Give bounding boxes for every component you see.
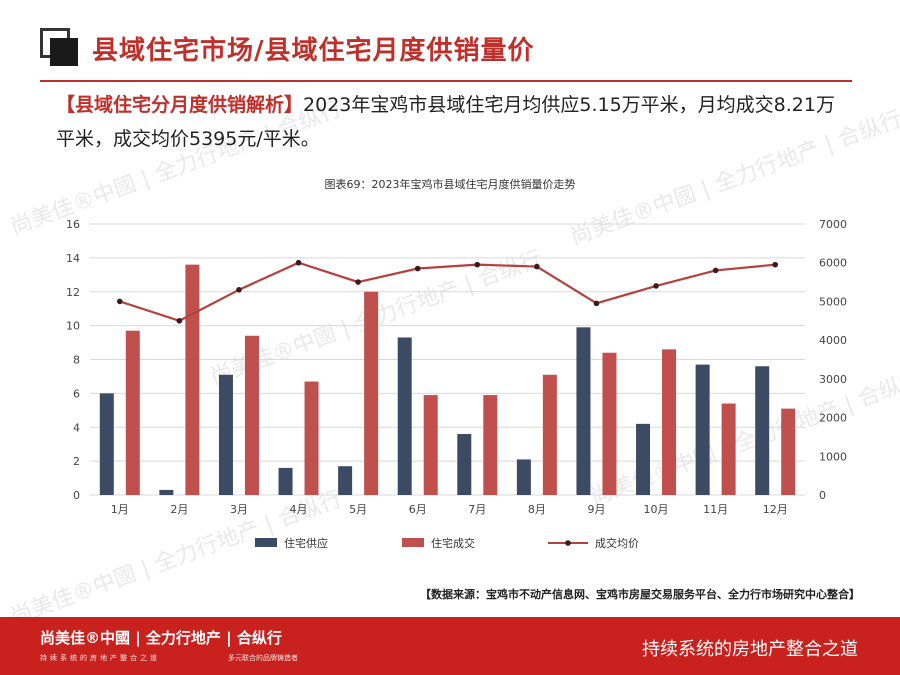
bar-deal <box>602 352 617 495</box>
bar-supply <box>695 364 710 495</box>
x-tick-label: 1月 <box>111 503 129 516</box>
chart-title: 图表69：2023年宝鸡市县域住宅月度供销量价走势 <box>324 178 576 191</box>
x-tick-label: 12月 <box>763 503 788 516</box>
data-source-note: 【数据来源：宝鸡市不动产信息网、宝鸡市房屋交易服务平台、全力行市场研究中心整合】 <box>420 588 860 601</box>
y-tick-label-left: 2 <box>73 455 80 468</box>
y-tick-label-left: 8 <box>73 354 80 367</box>
legend-marker-price <box>565 540 571 546</box>
price-point <box>236 287 242 293</box>
y-tick-label-left: 6 <box>73 387 80 400</box>
x-tick-label: 2月 <box>170 503 188 516</box>
y-tick-label-right: 5000 <box>819 295 847 308</box>
legend-label-deal: 住宅成交 <box>431 536 475 550</box>
y-tick-label-right: 6000 <box>819 257 847 270</box>
bar-supply <box>755 366 770 495</box>
legend-swatch-deal <box>402 538 424 547</box>
x-tick-label: 6月 <box>409 503 427 516</box>
price-point <box>653 283 659 289</box>
x-tick-label: 7月 <box>468 503 486 516</box>
x-tick-label: 9月 <box>587 503 605 516</box>
price-point <box>534 263 540 270</box>
x-tick-label: 10月 <box>644 503 669 516</box>
price-point <box>355 279 361 285</box>
price-line <box>119 261 776 322</box>
price-point <box>116 298 123 305</box>
y-tick-label-left: 12 <box>66 286 80 299</box>
legend-label-supply: 住宅供应 <box>284 536 328 550</box>
bar-supply <box>636 423 651 495</box>
footer-bar: 尚美佳®中國 | 全力行地产 | 合纵行 持续系统的房地产整合之道 多元联合的品… <box>0 617 900 675</box>
y-tick-label-left: 0 <box>73 489 80 502</box>
bar-deal <box>185 264 200 495</box>
page-header: 县域住宅市场/县域住宅月度供销量价 <box>0 0 900 90</box>
bar-deal <box>364 291 379 495</box>
bar-deal <box>304 381 319 495</box>
x-tick-label: 5月 <box>349 503 367 516</box>
legend-label-price: 成交均价 <box>595 536 639 550</box>
bar-supply <box>99 393 114 495</box>
price-point <box>414 265 421 272</box>
price-point <box>295 259 302 266</box>
y-tick-label-right: 0 <box>819 489 826 502</box>
bar-supply <box>516 459 531 495</box>
bar-supply <box>576 327 591 495</box>
bar-deal <box>483 395 498 495</box>
intro-text: 2023年宝鸡市县域住宅月均供应5.15万平米，月均成交8.21万平米，成交均价… <box>56 94 835 150</box>
bar-deal <box>721 403 736 495</box>
price-point <box>712 267 719 274</box>
bar-supply <box>338 466 353 495</box>
bar-supply <box>159 489 174 495</box>
bar-deal <box>781 408 796 495</box>
y-tick-label-right: 2000 <box>819 412 847 425</box>
y-tick-label-right: 7000 <box>819 218 847 231</box>
price-point <box>474 261 481 268</box>
intro-paragraph: 【县域住宅分月度供销解析】2023年宝鸡市县域住宅月均供应5.15万平米，月均成… <box>56 88 836 156</box>
page-title: 县域住宅市场/县域住宅月度供销量价 <box>92 36 535 66</box>
x-tick-label: 3月 <box>230 503 248 516</box>
footer-brand: 尚美佳®中國 | 全力行地产 | 合纵行 <box>40 629 282 647</box>
x-tick-label: 4月 <box>290 503 308 516</box>
y-tick-label-right: 4000 <box>819 334 847 347</box>
bar-deal <box>125 330 140 495</box>
footer-brand-sub2: 多元联合的品牌铸造者 <box>228 654 298 662</box>
bar-deal <box>662 349 677 495</box>
bar-deal <box>244 335 259 495</box>
y-tick-label-left: 14 <box>66 252 80 265</box>
title-divider <box>40 80 852 82</box>
y-tick-label-right: 1000 <box>819 450 847 463</box>
x-tick-label: 8月 <box>528 503 546 516</box>
bar-supply <box>397 337 412 495</box>
price-point <box>593 300 600 307</box>
y-tick-label-left: 4 <box>73 421 80 434</box>
bar-supply <box>278 467 293 495</box>
x-tick-label: 11月 <box>703 503 728 516</box>
bar-deal <box>423 395 438 495</box>
legend-swatch-supply <box>255 538 277 547</box>
y-tick-label-right: 3000 <box>819 373 847 386</box>
y-tick-label-left: 16 <box>66 218 80 231</box>
bar-deal <box>542 374 557 495</box>
price-point <box>176 317 183 324</box>
bar-supply <box>218 374 233 495</box>
footer-brand-sub: 持续系统的房地产整合之道 <box>40 654 160 662</box>
bar-supply <box>457 434 472 495</box>
y-tick-label-left: 10 <box>66 320 80 333</box>
footer-slogan: 持续系统的房地产整合之道 <box>642 639 858 660</box>
intro-tag: 【县域住宅分月度供销解析】 <box>56 94 304 116</box>
price-point <box>772 261 779 268</box>
logo-square-icon <box>40 28 78 66</box>
